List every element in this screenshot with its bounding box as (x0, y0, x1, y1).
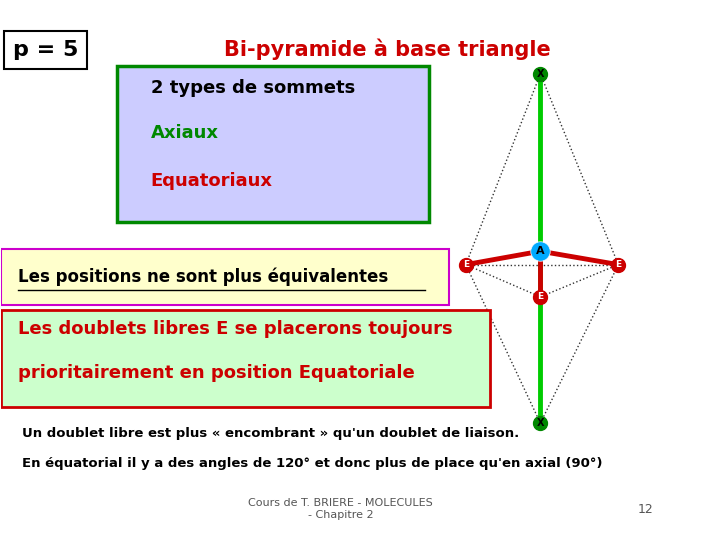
Text: Equatoriaux: Equatoriaux (150, 172, 273, 191)
Text: Cours de T. BRIERE - MOLECULES
- Chapitre 2: Cours de T. BRIERE - MOLECULES - Chapitr… (248, 498, 433, 520)
Text: X: X (536, 69, 544, 79)
Text: Un doublet libre est plus « encombrant » qu'un doublet de liaison.: Un doublet libre est plus « encombrant »… (22, 427, 519, 440)
FancyBboxPatch shape (1, 310, 490, 407)
Text: prioritairement en position Equatoriale: prioritairement en position Equatoriale (18, 364, 415, 382)
Text: E: E (537, 292, 544, 301)
Text: E: E (616, 260, 621, 269)
Text: 2 types de sommets: 2 types de sommets (150, 79, 355, 97)
Text: Bi-pyramide à base triangle: Bi-pyramide à base triangle (225, 39, 552, 60)
Text: 12: 12 (638, 503, 653, 516)
FancyBboxPatch shape (117, 66, 428, 221)
Text: Axiaux: Axiaux (150, 124, 219, 142)
Text: X: X (536, 418, 544, 428)
Text: En équatorial il y a des angles de 120° et donc plus de place qu'en axial (90°): En équatorial il y a des angles de 120° … (22, 457, 602, 470)
Text: Les positions ne sont plus équivalentes: Les positions ne sont plus équivalentes (18, 267, 389, 286)
Text: p = 5: p = 5 (13, 40, 78, 60)
FancyBboxPatch shape (1, 248, 449, 305)
Text: Les doublets libres E se placerons toujours: Les doublets libres E se placerons toujo… (18, 320, 453, 338)
Text: E: E (463, 260, 469, 269)
Text: A: A (536, 246, 545, 256)
